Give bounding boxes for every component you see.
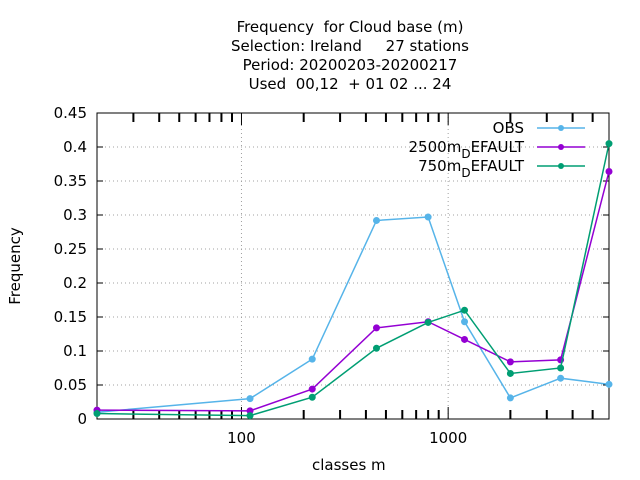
data-point: [461, 335, 469, 343]
data-point: [372, 216, 380, 224]
series-line: [96, 171, 610, 412]
data-point: [424, 213, 432, 221]
data-point: [246, 412, 254, 420]
series-line: [96, 216, 610, 413]
data-point: [506, 358, 514, 366]
data-point: [308, 355, 316, 363]
x-tick-label: 1000: [429, 429, 467, 447]
data-point: [557, 374, 565, 382]
y-tick-label: 0.45: [54, 104, 87, 122]
data-point: [372, 324, 380, 332]
legend-marker: [558, 144, 564, 150]
axis-ticks: 0 0.05 0.1 0.15 0.2 0.25 0.3 0.35 0.4 0.45 100 1000: [54, 104, 609, 447]
data-point: [605, 140, 613, 148]
data-point: [308, 393, 316, 401]
y-tick-label: 0.1: [63, 342, 87, 360]
y-tick-label: 0.15: [54, 308, 87, 326]
data-point: [461, 306, 469, 314]
y-tick-label: 0.2: [63, 274, 87, 292]
series-layer: [93, 140, 613, 420]
y-tick-label: 0: [77, 410, 87, 428]
title-line-3: Period: 20200203-20200217: [242, 56, 458, 74]
legend-label: 2500mDEFAULT: [409, 138, 525, 161]
y-tick-label: 0.3: [63, 206, 87, 224]
y-tick-label: 0.4: [63, 138, 87, 156]
y-tick-label: 0.25: [54, 240, 87, 258]
plot-frame: [96, 112, 610, 420]
title-line-2: Selection: Ireland 27 stations: [231, 37, 469, 55]
data-point: [246, 395, 254, 403]
legend-marker: [558, 125, 564, 131]
data-point: [605, 167, 613, 175]
data-point: [308, 385, 316, 393]
data-point: [372, 344, 380, 352]
data-point: [506, 369, 514, 377]
y-tick-label: 0.05: [54, 376, 87, 394]
data-point: [605, 380, 613, 388]
legend-marker: [558, 163, 564, 169]
data-point: [424, 318, 432, 326]
grid-lines: [97, 113, 609, 419]
data-point: [557, 364, 565, 372]
y-tick-label: 0.35: [54, 172, 87, 190]
series-line: [96, 143, 610, 417]
x-axis-label: classes m: [312, 456, 386, 474]
legend-label: OBS: [493, 119, 524, 137]
x-tick-label: 100: [227, 429, 256, 447]
title-line-4: Used 00,12 + 01 02 ... 24: [248, 75, 452, 93]
data-point: [93, 410, 101, 418]
data-point: [506, 394, 514, 402]
y-axis-label: Frequency: [5, 227, 24, 305]
title-line-1: Frequency for Cloud base (m): [236, 18, 464, 36]
legend-label: 750mDEFAULT: [418, 157, 525, 180]
data-point: [461, 318, 469, 326]
